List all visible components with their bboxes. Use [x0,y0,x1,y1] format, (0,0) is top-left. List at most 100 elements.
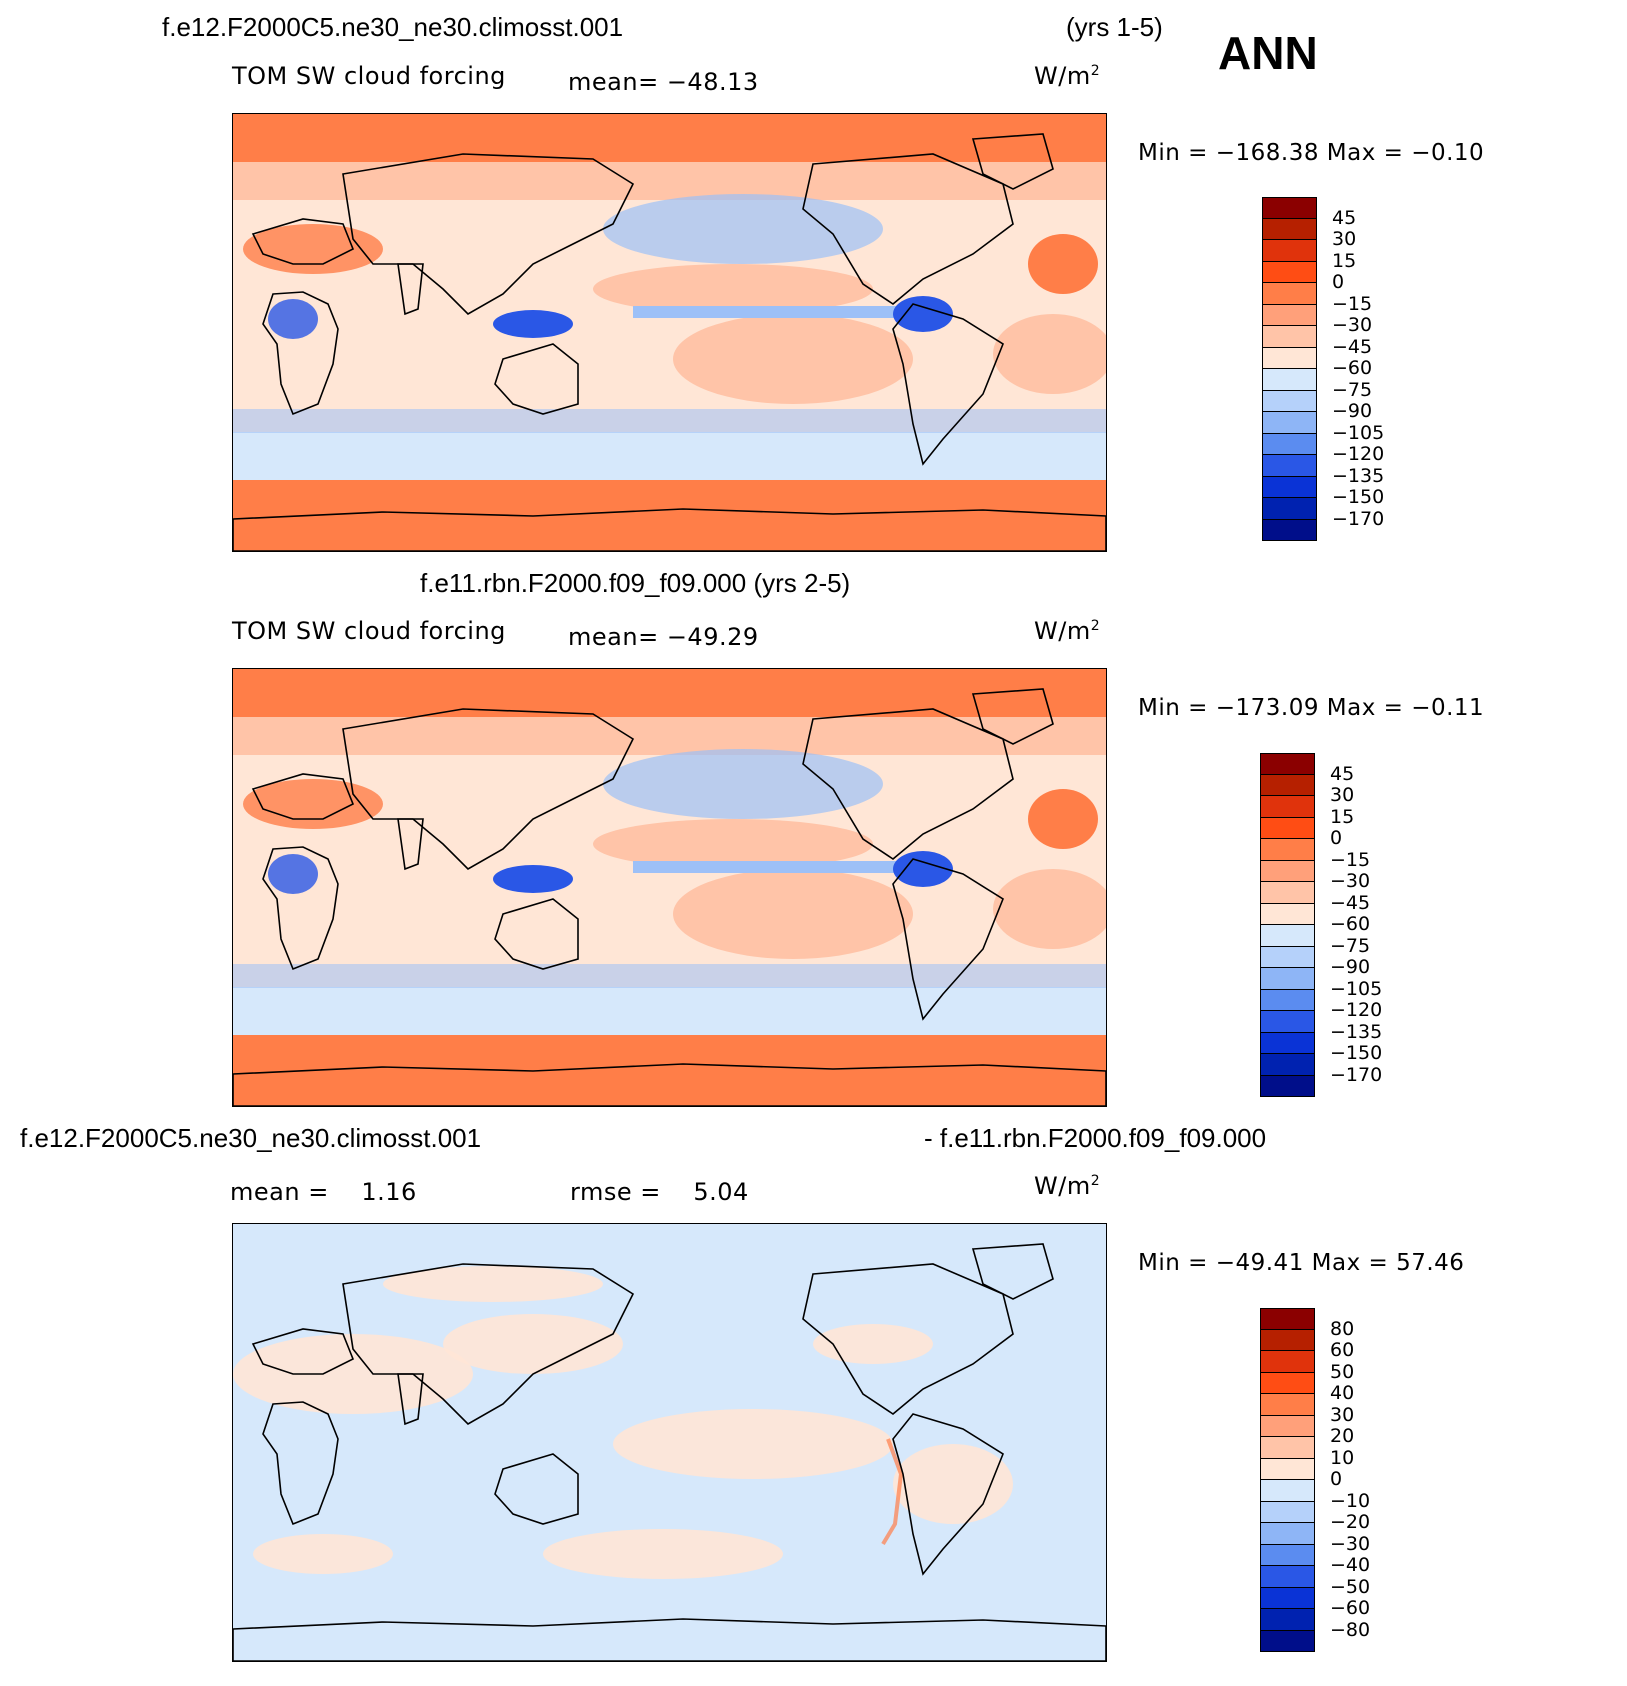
field-arctic-band [233,114,1106,162]
coastline [397,1373,424,1426]
colorbar-swatch [1262,347,1317,369]
colorbar-tick-label: −60 [1330,1597,1371,1619]
colorbar-swatch [1262,304,1317,326]
map-canvas [233,1224,1106,1661]
colorbar-swatch [1260,968,1315,990]
field-anomaly-region [813,1324,933,1364]
colorbar-tick-label: 10 [1330,1446,1355,1469]
colorbar-swatch [1262,476,1317,498]
colorbar-swatch [1262,197,1317,219]
field-storm-track [233,409,1106,433]
coastline [262,291,339,416]
colorbar-swatch [1260,1032,1315,1054]
colorbar-swatch [1260,796,1315,818]
colorbar-swatch [1262,369,1317,391]
colorbar-tick-label: −135 [1332,464,1385,487]
map-canvas [233,669,1106,1106]
colorbar-swatch [1260,1351,1315,1373]
coastline [802,708,1014,860]
coastline [802,1263,1014,1415]
coastline [262,846,339,971]
panel2-mean: mean= −49.29 [568,623,759,651]
field-itcz [633,306,933,318]
colorbar-swatch [1260,1501,1315,1523]
colorbar-tick-label: −135 [1330,1020,1383,1043]
field-anomaly-region [613,1409,893,1479]
colorbar-swatch [1260,1437,1315,1459]
colorbar-tick-label: −30 [1332,314,1373,336]
field-antarctic-band [233,1035,1106,1106]
field-maritime-continent [493,865,573,893]
field-high-lat-band [233,717,1106,755]
coastline [233,1063,1106,1106]
coastline [342,708,635,870]
coastline [251,773,355,820]
colorbar-swatch [1260,1415,1315,1437]
colorbar-swatch [1260,1329,1315,1351]
colorbar-swatch [1262,326,1317,348]
panel1-case-title: f.e12.F2000C5.ne30_ne30.climosst.001 [162,12,624,42]
coastline [494,1453,579,1525]
colorbar-frame [1260,1308,1315,1652]
colorbar-swatch [1260,1308,1315,1330]
coastline [397,263,424,316]
field-subtropical-pacific [593,264,873,314]
colorbar-swatch [1260,903,1315,925]
coastline [397,818,424,871]
colorbar-swatch [1260,1609,1315,1631]
colorbar-tick-label: −15 [1330,848,1371,871]
colorbar-tick-label: 15 [1330,805,1355,828]
panel3-minmax: Min = −49.41 Max = 57.46 [1138,1250,1465,1276]
panel1-mean: mean= −48.13 [568,68,759,96]
map-canvas [233,114,1106,551]
field-anomaly-region [443,1314,623,1374]
coastline [251,218,355,265]
coastline [342,153,635,315]
colorbar-tick-label: −90 [1332,400,1373,422]
colorbar-swatch [1260,774,1315,796]
colorbar-tick-label: −60 [1330,913,1371,935]
panel1-variable: TOM SW cloud forcing [232,62,506,90]
colorbar-tick-label: −50 [1330,1575,1371,1598]
field-amazon-convection [893,296,953,332]
colorbar-tick-label: −170 [1330,1063,1383,1086]
colorbar-tick-label: −60 [1332,357,1373,379]
colorbar-tick-label: 50 [1330,1360,1355,1383]
colorbar-tick-label: −45 [1330,891,1371,914]
field-north-pacific [603,749,883,819]
panel3-map [232,1223,1107,1662]
colorbar-tick-label: −30 [1330,1532,1371,1555]
colorbar-tick-label: 30 [1332,228,1357,250]
field-storm-track [233,964,1106,988]
field-itcz [633,861,933,873]
colorbar-tick-label: −80 [1330,1618,1371,1641]
field-south-atlantic [993,314,1106,394]
colorbar-swatch [1262,498,1317,520]
panel1-minmax: Min = −168.38 Max = −0.10 [1138,140,1485,166]
colorbar-swatch [1262,455,1317,477]
colorbar-tick-label: −75 [1332,378,1373,401]
panel3-title-right: - f.e11.rbn.F2000.f09_f09.000 [924,1123,1267,1153]
colorbar-tick-label: 30 [1330,1403,1355,1426]
colorbar-swatch [1260,817,1315,839]
colorbar-tick-label: 40 [1330,1382,1355,1404]
field-antarctic-band [233,480,1106,551]
panel3-units: W/m2 [1034,1172,1101,1200]
colorbar-swatch [1262,240,1317,262]
field-anomaly-region [233,1334,473,1414]
field-atlantic-stratocumulus [1028,789,1098,849]
coastline [233,508,1106,551]
panel3-title-left: f.e12.F2000C5.ne30_ne30.climosst.001 [20,1123,482,1153]
colorbar-swatch [1260,1394,1315,1416]
field-southeast-pacific [673,314,913,404]
colorbar-tick-label: −20 [1330,1511,1371,1533]
coastline [342,1263,635,1425]
colorbar-tick-label: −120 [1332,443,1385,465]
colorbar-tick-label: 30 [1330,784,1355,806]
colorbar-swatch [1260,860,1315,882]
season-label: ANN [1218,27,1318,79]
colorbar-tick-label: 0 [1332,271,1345,293]
coastline [802,153,1014,305]
colorbar-tick-label: −30 [1330,870,1371,892]
colorbar-tick-label: 20 [1330,1425,1355,1447]
